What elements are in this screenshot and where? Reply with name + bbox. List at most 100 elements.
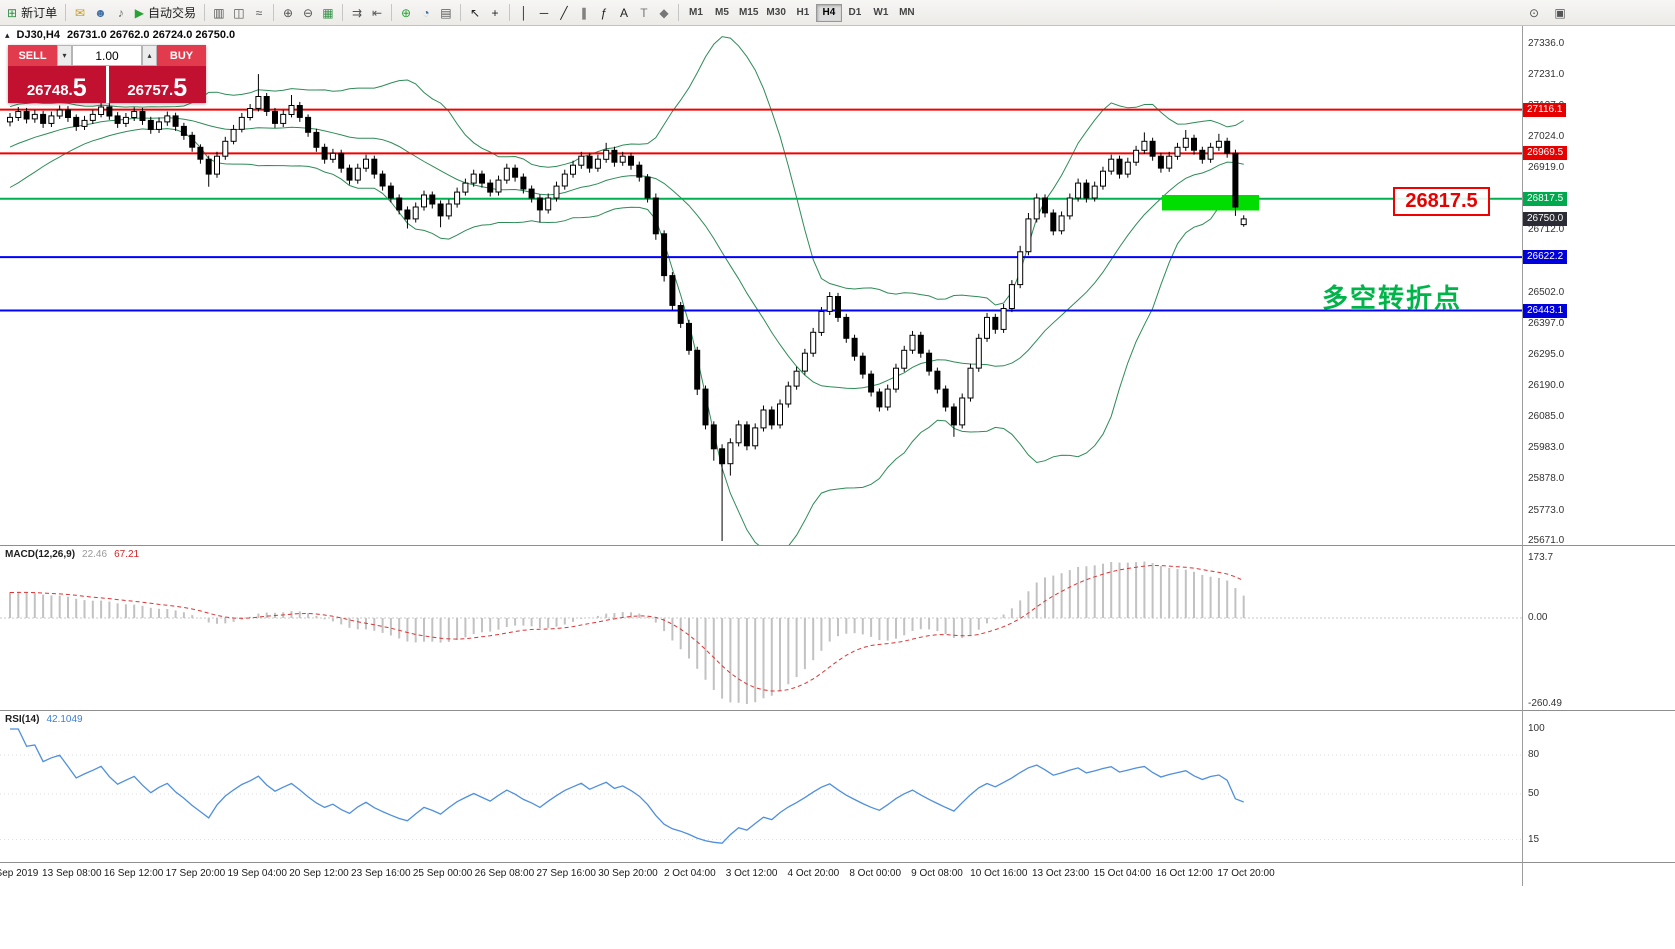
timeframe-h1-button[interactable]: H1 xyxy=(790,4,816,22)
person-icon: ☻ xyxy=(94,5,107,20)
time-axis-label: 15 Oct 04:00 xyxy=(1093,868,1152,879)
chart-header: ▴ DJ30,H4 26731.0 26762.0 26724.0 26750.… xyxy=(5,29,235,41)
macd-main-value: 22.46 xyxy=(82,549,108,560)
toolbar-separator xyxy=(65,4,67,21)
rsi-axis-label: 100 xyxy=(1528,723,1545,734)
periods-button[interactable]: ◔ xyxy=(416,3,436,23)
buy-button[interactable]: BUY xyxy=(157,45,206,66)
time-axis-label: 4 Oct 20:00 xyxy=(787,868,840,879)
y-axis-label: 27024.0 xyxy=(1528,131,1565,143)
sell-price-button[interactable]: 26748. 5 xyxy=(8,66,106,103)
volume-input[interactable]: 1.00 xyxy=(72,45,142,66)
price-tag-26817.5: 26817.5 xyxy=(1523,191,1568,206)
horizontal-line-button[interactable]: ─ xyxy=(534,3,554,23)
channel-button[interactable]: ∥ xyxy=(574,3,594,23)
main-chart-panel: ▴ DJ30,H4 26731.0 26762.0 26724.0 26750.… xyxy=(0,26,1675,546)
indicators-button[interactable]: ⊕ xyxy=(396,3,416,23)
highlight-rectangle[interactable] xyxy=(1162,195,1259,211)
y-axis-label: 27231.0 xyxy=(1528,69,1565,81)
label-button[interactable]: T xyxy=(634,3,654,23)
timeframe-h4-button[interactable]: H4 xyxy=(815,3,842,22)
play-icon: ▶ xyxy=(134,5,144,20)
main-chart[interactable] xyxy=(0,26,1522,545)
time-axis-label: 16 Oct 12:00 xyxy=(1155,868,1213,879)
auto-trading-button-label: 自动交易 xyxy=(147,6,196,20)
line-chart-icon: ≈ xyxy=(255,5,263,20)
bar-chart-button[interactable]: ▥ xyxy=(209,3,229,23)
one-click-trading-panel: SELL ▾ 1.00 ▴ BUY 26748. 5 26757. 5 xyxy=(8,45,206,103)
rsi-value: 42.1049 xyxy=(46,714,83,725)
timeframe-m1-button[interactable]: M1 xyxy=(683,4,709,22)
time-axis-label: 9 Oct 08:00 xyxy=(911,868,963,879)
text-button[interactable]: A xyxy=(614,3,634,23)
community-button[interactable]: ☻ xyxy=(90,3,111,23)
templates-button[interactable]: ▤ xyxy=(436,3,456,23)
template-icon: ▤ xyxy=(440,5,452,20)
new-order-button[interactable]: ⊞ 新订单 xyxy=(3,3,61,23)
chart-symbol-period: DJ30,H4 xyxy=(16,29,60,41)
price-axis[interactable]: 27336.027231.027127.027024.026919.026815… xyxy=(1522,26,1675,546)
price-callout-label[interactable]: 26817.5 xyxy=(1393,187,1490,216)
macd-panel-splitter[interactable] xyxy=(0,543,1675,547)
time-axis-label: 3 Oct 12:00 xyxy=(725,868,778,879)
mailbox-button[interactable]: ✉ xyxy=(70,3,90,23)
time-axis-label: 13 Sep 08:00 xyxy=(42,868,102,879)
price-tag-26750.0: 26750.0 xyxy=(1523,211,1568,226)
cursor-icon: ↖ xyxy=(469,5,480,20)
y-axis-label: 26502.0 xyxy=(1528,286,1565,298)
price-tag-26443.1: 26443.1 xyxy=(1523,303,1568,318)
search-button[interactable]: ⊙ xyxy=(1524,3,1544,23)
fibonacci-icon: ƒ xyxy=(600,5,608,20)
time-axis-splitter[interactable] xyxy=(0,860,1675,864)
turning-point-annotation[interactable]: 多空转折点 xyxy=(1322,283,1463,313)
tile-windows-button[interactable]: ▦ xyxy=(318,3,338,23)
rsi-chart[interactable] xyxy=(0,711,1522,862)
y-axis-label: 26085.0 xyxy=(1528,411,1565,423)
timeframe-d1-button[interactable]: D1 xyxy=(842,4,868,22)
shapes-button[interactable]: ◆ xyxy=(654,3,674,23)
time-axis-label: 25 Sep 00:00 xyxy=(412,868,473,879)
price-tag-26622.2: 26622.2 xyxy=(1523,250,1568,265)
timeframe-m30-button[interactable]: M30 xyxy=(762,4,789,22)
chart-shift-button[interactable]: ⇤ xyxy=(367,3,387,23)
new-order-icon: ⊞ xyxy=(7,5,18,20)
candlestick-chart-button[interactable]: ◫ xyxy=(229,3,249,23)
buy-price-button[interactable]: 26757. 5 xyxy=(108,66,206,103)
window-icon: ▣ xyxy=(1554,6,1566,20)
cursor-button[interactable]: ↖ xyxy=(465,3,485,23)
rsi-panel-splitter[interactable] xyxy=(0,708,1675,712)
zoom-in-button[interactable]: ⊕ xyxy=(278,3,298,23)
toolbar-separator xyxy=(390,4,392,21)
volume-increase-button[interactable]: ▴ xyxy=(142,45,157,66)
line-chart-button[interactable]: ≈ xyxy=(249,3,269,23)
candles-layer xyxy=(7,74,1247,541)
sell-button[interactable]: SELL xyxy=(8,45,57,66)
auto-scroll-button[interactable]: ⇉ xyxy=(347,3,367,23)
trendline-button[interactable]: ╱ xyxy=(554,3,574,23)
toolbar-separator xyxy=(272,4,274,21)
timeframe-m15-button[interactable]: M15 xyxy=(735,4,762,22)
toolbar-separator xyxy=(341,4,343,21)
vertical-line-button[interactable]: │ xyxy=(514,3,534,23)
timeframe-m5-button[interactable]: M5 xyxy=(709,4,735,22)
time-axis-label: 2 Oct 04:00 xyxy=(663,868,716,879)
sounds-button[interactable]: ♪ xyxy=(111,3,131,23)
zoom-out-button[interactable]: ⊖ xyxy=(298,3,318,23)
fibonacci-button[interactable]: ƒ xyxy=(594,3,614,23)
auto-trading-button[interactable]: ▶ 自动交易 xyxy=(131,3,200,23)
new-order-button-label: 新订单 xyxy=(21,6,58,20)
window-button[interactable]: ▣ xyxy=(1550,3,1570,23)
rsi-label: RSI(14) 42.1049 xyxy=(5,714,83,725)
timeframe-w1-button[interactable]: W1 xyxy=(868,4,894,22)
volume-decrease-button[interactable]: ▾ xyxy=(57,45,72,66)
auto-scroll-icon: ⇉ xyxy=(351,5,362,20)
crosshair-icon: + xyxy=(491,5,499,20)
timeframe-mn-button[interactable]: MN xyxy=(894,4,920,22)
macd-chart[interactable] xyxy=(0,546,1522,710)
macd-histogram xyxy=(9,561,1245,704)
time-axis-label: 12 Sep 2019 xyxy=(0,868,39,879)
rsi-panel: RSI(14) 42.1049 100 80 50 15 xyxy=(0,710,1675,862)
crosshair-button[interactable]: + xyxy=(485,3,505,23)
time-axis-label: 13 Oct 23:00 xyxy=(1031,868,1090,879)
